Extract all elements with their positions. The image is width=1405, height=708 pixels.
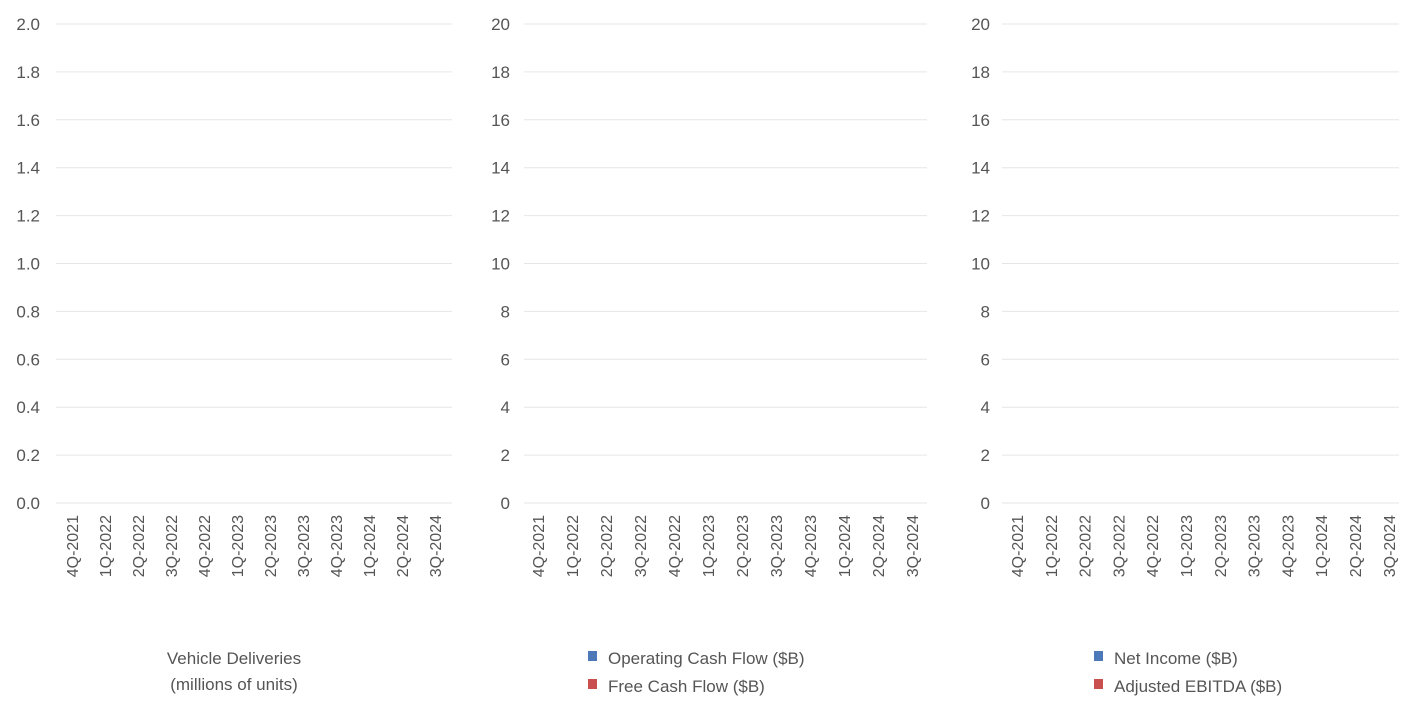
legend-label: Operating Cash Flow ($B) [608,649,805,668]
y-tick-label: 0.8 [16,302,40,321]
x-tick-label: 1Q-2023 [701,515,718,577]
x-tick-label: 1Q-2024 [1314,515,1331,577]
y-tick-label: 0 [981,494,990,513]
x-tick-label: 3Q-2024 [428,515,445,577]
y-tick-label: 14 [491,159,510,178]
caption-line-1: Vehicle Deliveries [166,649,302,668]
legend-swatch [1094,651,1103,661]
x-tick-label: 4Q-2023 [803,515,820,577]
x-tick-label: 1Q-2022 [98,515,115,577]
x-tick-label: 1Q-2024 [837,515,854,577]
legend-label: Net Income ($B) [1114,649,1238,668]
legend-swatch [588,679,597,689]
y-tick-label: 4 [981,398,990,417]
y-tick-label: 20 [491,15,510,34]
x-tick-label: 4Q-2021 [65,515,82,577]
x-tick-label: 2Q-2024 [1348,515,1365,577]
y-tick-label: 4 [501,398,510,417]
y-tick-label: 1.0 [16,255,40,274]
x-tick-label: 3Q-2024 [1382,515,1399,577]
x-tick-label: 4Q-2021 [531,515,548,577]
y-tick-label: 16 [971,111,990,130]
x-tick-label: 1Q-2022 [565,515,582,577]
x-tick-label: 4Q-2022 [667,515,684,577]
chart-panel-income: 0 2 4 6 8 10 12 14 16 18 20 4Q-2021 1Q-2022 2Q-2022 3Q… [950,0,1405,708]
y-tick-label: 2 [981,446,990,465]
x-tick-label: 2Q-2023 [1213,515,1230,577]
x-tick-label: 1Q-2023 [230,515,247,577]
chart-legend: Operating Cash Flow ($B) Free Cash Flow … [588,645,805,701]
y-tick-label: 8 [981,302,990,321]
y-tick-label: 0.0 [16,494,40,513]
y-tick-label: 10 [491,255,510,274]
x-tick-label: 3Q-2024 [905,515,922,577]
x-tick-label: 3Q-2023 [769,515,786,577]
x-tick-label: 3Q-2023 [296,515,313,577]
chart-panel-cash-flow: 0 2 4 6 8 10 12 14 16 18 20 4Q-2021 1Q-2022 2Q-2022 3Q… [470,0,950,708]
legend-label: Free Cash Flow ($B) [608,677,765,696]
x-tick-label: 4Q-2022 [1145,515,1162,577]
x-tick-label: 2Q-2022 [131,515,148,577]
x-tick-label: 3Q-2023 [1247,515,1264,577]
caption-line-2: (millions of units) [170,675,298,694]
x-tick-label: 3Q-2022 [1111,515,1128,577]
y-tick-label: 16 [491,111,510,130]
y-tick-label: 12 [971,207,990,226]
legend-swatch [588,651,597,661]
x-tick-label: 2Q-2022 [1078,515,1095,577]
x-tick-label: 1Q-2023 [1179,515,1196,577]
y-tick-label: 18 [971,63,990,82]
y-tick-label: 14 [971,159,990,178]
y-tick-label: 8 [501,302,510,321]
x-tick-label: 4Q-2023 [1280,515,1297,577]
legend-item-free-cash-flow: Free Cash Flow ($B) [588,673,805,701]
y-tick-label: 0 [501,494,510,513]
y-tick-label: 1.6 [16,111,40,130]
y-tick-label: 20 [971,15,990,34]
y-tick-label: 2 [501,446,510,465]
x-tick-label: 2Q-2023 [263,515,280,577]
y-tick-label: 2.0 [16,15,40,34]
x-tick-label: 2Q-2022 [599,515,616,577]
x-tick-label: 1Q-2022 [1044,515,1061,577]
y-tick-label: 0.6 [16,350,40,369]
y-tick-label: 12 [491,207,510,226]
x-tick-label: 1Q-2024 [362,515,379,577]
chart-plot: 0.0 0.2 0.4 0.6 0.8 1.0 1.2 1.4 1.6 1.8 2.0 4Q-2021… [16,15,452,577]
x-tick-label: 4Q-2021 [1010,515,1027,577]
x-tick-label: 3Q-2022 [633,515,650,577]
y-tick-label: 1.2 [16,207,40,226]
chart-panel-vehicle-deliveries: 0.0 0.2 0.4 0.6 0.8 1.0 1.2 1.4 1.6 1.8 2.0 4Q-2021… [0,0,470,708]
legend-item-operating-cash-flow: Operating Cash Flow ($B) [588,645,805,673]
x-tick-label: 3Q-2022 [164,515,181,577]
legend-item-adjusted-ebitda: Adjusted EBITDA ($B) [1094,673,1282,701]
x-tick-label: 4Q-2022 [197,515,214,577]
x-tick-label: 2Q-2024 [395,515,412,577]
y-tick-label: 6 [981,350,990,369]
x-tick-label: 4Q-2023 [329,515,346,577]
y-tick-label: 1.4 [16,159,40,178]
y-tick-label: 18 [491,63,510,82]
chart-plot: 0 2 4 6 8 10 12 14 16 18 20 4Q-2021 1Q-2022 2Q-2022 3Q… [491,15,927,577]
chart-plot: 0 2 4 6 8 10 12 14 16 18 20 4Q-2021 1Q-2022 2Q-2022 3Q… [971,15,1399,577]
legend-item-net-income: Net Income ($B) [1094,645,1282,673]
y-tick-label: 1.8 [16,63,40,82]
legend-swatch [1094,679,1103,689]
x-tick-label: 2Q-2023 [735,515,752,577]
y-tick-label: 0.4 [16,398,40,417]
y-tick-label: 6 [501,350,510,369]
y-tick-label: 10 [971,255,990,274]
chart-legend: Net Income ($B) Adjusted EBITDA ($B) [1094,645,1282,701]
x-tick-label: 2Q-2024 [871,515,888,577]
chart-caption: Vehicle Deliveries (millions of units) [134,646,334,698]
y-tick-label: 0.2 [16,446,40,465]
legend-label: Adjusted EBITDA ($B) [1114,677,1283,696]
